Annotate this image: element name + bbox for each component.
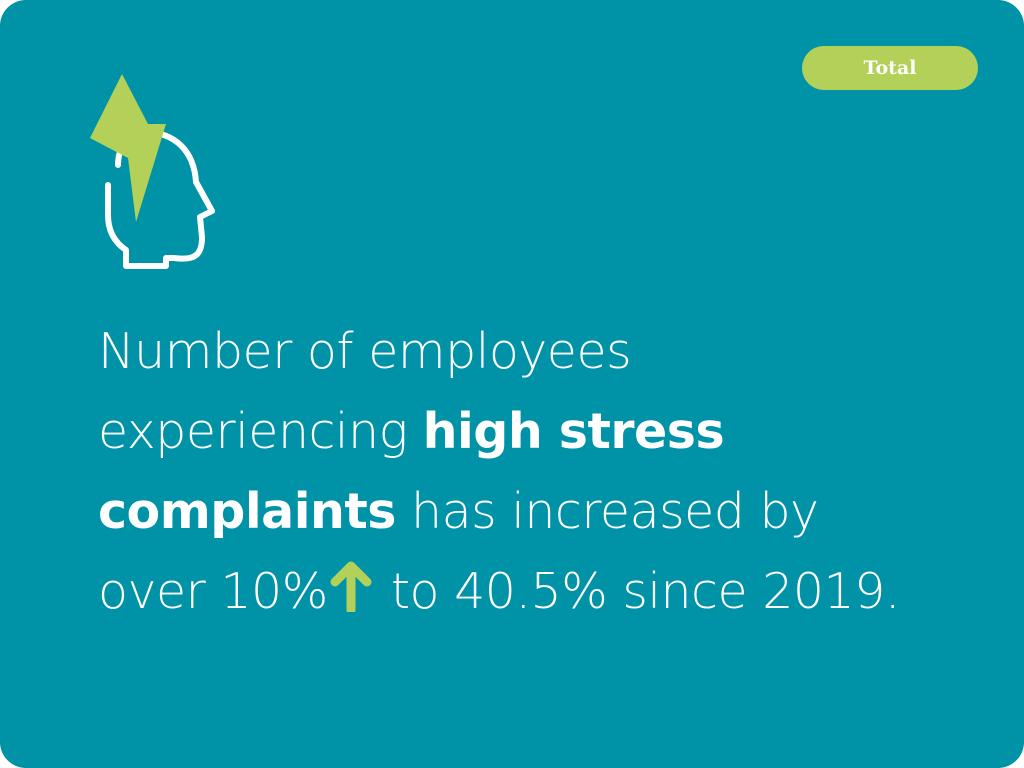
lightning-bolt [90,74,166,222]
headline-part-1: Number of employees experiencing [98,323,632,460]
head-with-lightning-icon [90,74,215,269]
arrow-up-icon [330,556,372,636]
headline: Number of employees experiencing high st… [98,312,938,636]
total-badge-label: Total [863,57,917,79]
headline-part-2: has increased by over 10% [98,483,819,620]
total-badge[interactable]: Total [802,46,978,90]
headline-highlight: high stress complaints [98,403,725,540]
headline-part-3: to 40.5% since 2019. [375,563,901,620]
